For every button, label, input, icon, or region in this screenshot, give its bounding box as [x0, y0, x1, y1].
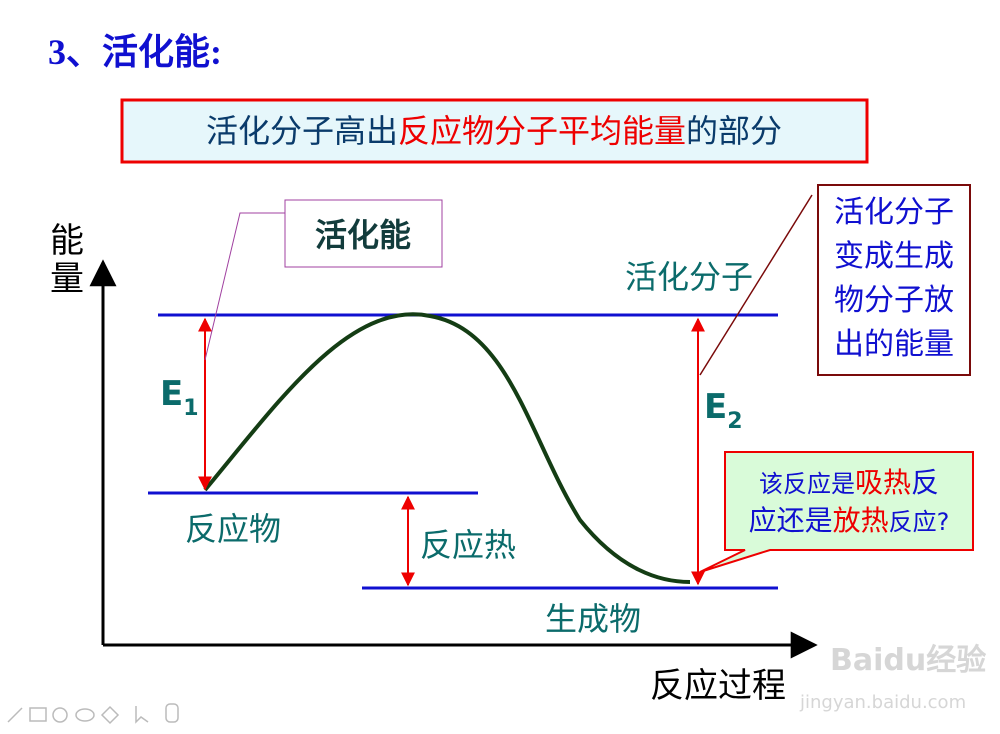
energy-curve: [203, 312, 691, 584]
products-label: 生成物: [545, 600, 641, 638]
e1-letter: E: [160, 374, 183, 414]
definition: 活化分子高出反应物分子平均能量的部分: [206, 112, 782, 150]
question-line: 该反应是吸热反: [759, 466, 939, 499]
pen-icon[interactable]: [7, 707, 23, 723]
definition-part: 活化分子高出: [206, 112, 398, 150]
y-label-wrap: 能量: [50, 222, 84, 299]
q-highlight: 放热: [833, 504, 889, 537]
e1-label: E1: [160, 374, 199, 421]
callout-pointer: [699, 194, 813, 376]
activation-label: 活化能: [315, 216, 411, 254]
pen2-icon[interactable]: [75, 708, 95, 722]
y-axis-label: 能量: [50, 222, 84, 299]
definition-highlight: 反应物分子平均能量: [398, 112, 686, 150]
definition-box: [120, 98, 869, 164]
reactants-label: 反应物: [185, 510, 281, 548]
menu-icon[interactable]: [29, 707, 47, 722]
released-line: 物分子放: [834, 283, 954, 318]
q-text: 应还是: [749, 504, 833, 537]
released-callout: [817, 184, 971, 376]
question-line: 应还是放热反应?: [749, 504, 950, 537]
q-highlight: 吸热: [855, 466, 911, 499]
released-line: 活化分子: [834, 195, 954, 230]
watermark-url: jingyan.baidu.com: [799, 692, 966, 713]
watermark-brand: Baidu经验: [830, 643, 986, 678]
slide-title: 3、活化能:: [48, 32, 222, 72]
heat-label: 反应热: [420, 526, 516, 564]
q-text: 该反应是: [759, 470, 855, 498]
q-text: 反: [911, 466, 939, 499]
callout-pointer: [204, 212, 285, 361]
question-callout: [699, 451, 974, 573]
eraser-icon[interactable]: [100, 705, 120, 725]
activation-callout: [284, 199, 443, 268]
e2-sub: 2: [727, 409, 742, 434]
released-line: 出的能量: [834, 327, 954, 362]
q-text: 反应?: [889, 508, 950, 536]
e2-label: E2: [704, 387, 743, 434]
definition-part: 的部分: [686, 112, 782, 150]
e2-letter: E: [704, 387, 727, 427]
toolbar: [7, 703, 179, 725]
activated-label: 活化分子: [625, 258, 753, 296]
e1-sub: 1: [183, 396, 198, 421]
x-axis-label: 反应过程: [650, 666, 786, 706]
released-line: 变成生成: [834, 239, 954, 274]
record-icon[interactable]: [52, 707, 68, 723]
zoom-icon[interactable]: [165, 703, 179, 723]
pointer-icon[interactable]: [135, 706, 149, 724]
